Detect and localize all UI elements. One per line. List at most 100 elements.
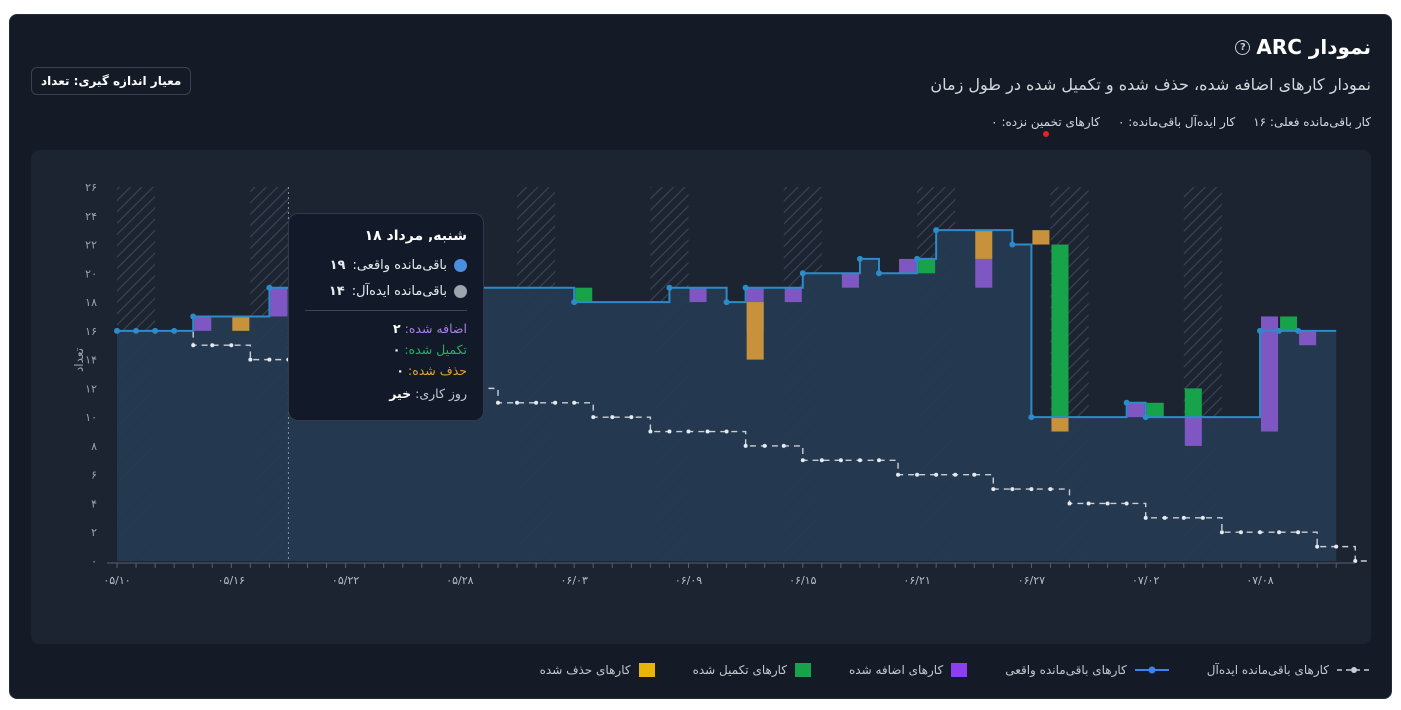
y-tick-label: ۱۶ [85,325,97,338]
tooltip-divider [305,310,467,311]
tooltip-workday: روز کاری: خیر [305,386,467,401]
ideal-point [953,472,958,477]
actual-point [1123,399,1130,406]
actual-point [666,284,673,291]
tooltip-added-label: اضافه شده: [404,321,467,336]
chart-title-row: نمودار ARC ? [1235,35,1371,59]
stat-ideal-remaining: کار ایده‌آل باقی‌مانده: ۰ [1118,115,1236,129]
x-tick-label: ۰۶/۲۷ [1018,574,1045,587]
stats-row: کار باقی‌مانده فعلی: ۱۶ کار ایده‌آل باقی… [991,115,1371,137]
stat-unestimated-label: کارهای تخمین نزده: ۰ [991,115,1101,129]
actual-point [856,255,863,262]
tooltip-removed-label: حذف شده: [407,363,467,378]
ideal-point [991,487,996,492]
tooltip-completed-value: ۰ [392,342,401,357]
tooltip-actual-row: باقی‌مانده واقعی: ۱۹ [305,258,467,273]
completed-swatch-icon [795,663,812,677]
help-icon[interactable]: ? [1235,39,1251,55]
x-tick-label: ۰۶/۲۱ [903,574,930,587]
ideal-point [591,415,596,420]
x-tick-label: ۰۵/۱۰ [103,574,130,587]
x-tick-label: ۰۵/۲۲ [332,574,359,587]
ideal-point [1086,501,1091,506]
actual-point [133,327,140,334]
ideal-point [534,400,539,405]
ideal-point [1105,501,1110,506]
ideal-point [1353,559,1358,563]
tooltip-added-value: ۲ [393,321,401,336]
actual-point [723,299,730,306]
completed-bar [575,287,593,303]
chart-legend: کارهای باقی‌مانده ایده‌آل کارهای باقی‌ما… [540,663,1371,677]
ideal-point [686,429,691,434]
tooltip-added: اضافه شده: ۲ [305,321,467,336]
ideal-point [724,429,729,434]
legend-removed[interactable]: کارهای حذف شده [540,663,655,677]
ideal-point [1181,515,1186,520]
ideal-point [972,472,977,477]
ideal-point [667,429,672,434]
actual-point [152,327,159,334]
tooltip-removed-value: ۰ [396,363,404,378]
completed-bar [918,258,936,274]
ideal-point [915,472,920,477]
x-tick-label: ۰۵/۱۶ [218,574,245,587]
legend-actual[interactable]: کارهای باقی‌مانده واقعی [1005,663,1169,677]
added-bar [784,287,802,303]
page-title: نمودار ARC [1256,35,1371,59]
actual-point [266,284,273,291]
ideal-point [267,357,272,362]
ideal-point [248,357,253,362]
added-bar [899,258,917,274]
ideal-point [1010,487,1015,492]
ideal-point [934,472,939,477]
actual-point [1142,414,1149,421]
completed-bar [1280,316,1298,331]
ideal-point [1238,530,1243,535]
actual-point [1028,414,1035,421]
legend-added-label: کارهای اضافه شده [849,663,944,677]
stat-current-remaining: کار باقی‌مانده فعلی: ۱۶ [1253,115,1371,129]
measure-selector[interactable]: معیار اندازه گیری: تعداد [31,67,192,95]
added-bar [975,258,993,288]
legend-completed-label: کارهای تکمیل شده [692,663,788,677]
legend-completed[interactable]: کارهای تکمیل شده [692,663,812,677]
x-tick-label: ۰۷/۰۲ [1132,574,1159,587]
ideal-point [857,458,862,463]
ideal-point [515,400,520,405]
y-tick-label: ۲۲ [85,239,97,252]
y-tick-label: ۲ [91,526,97,539]
completed-bar [1051,244,1069,418]
legend-actual-label: کارهای باقی‌مانده واقعی [1005,663,1127,677]
ideal-point [743,443,748,448]
actual-point [190,313,197,320]
y-tick-label: ۱۲ [85,382,97,395]
removed-bar [975,230,993,259]
chart-tooltip: شنبه, مرداد ۱۸ باقی‌مانده واقعی: ۱۹ باقی… [288,213,484,421]
y-tick-label: ۴ [91,497,97,510]
tooltip-ideal-value: ۱۴ [328,284,345,299]
added-bar [194,316,212,331]
removed-swatch-icon [638,663,655,677]
completed-bar [1146,402,1164,418]
legend-ideal-label: کارهای باقی‌مانده ایده‌آل [1206,663,1329,677]
actual-point [571,299,578,306]
ideal-point [1296,530,1301,535]
added-bar [1261,316,1279,432]
y-tick-label: ۱۴ [85,354,97,367]
ideal-point [572,400,577,405]
removed-bar [1051,417,1069,432]
legend-ideal[interactable]: کارهای باقی‌مانده ایده‌آل [1207,663,1371,677]
added-bar [841,273,859,288]
ideal-point [1143,515,1148,520]
legend-added[interactable]: کارهای اضافه شده [849,663,968,677]
ideal-point [1258,530,1262,535]
y-tick-label: ۱۰ [85,411,97,424]
removed-bar [1032,230,1050,245]
tooltip-workday-value: خیر [389,386,412,401]
actual-point [799,270,806,277]
ideal-point [496,400,500,405]
added-bar [689,287,707,303]
ideal-point [648,429,653,434]
y-tick-label: ۶ [91,469,97,482]
